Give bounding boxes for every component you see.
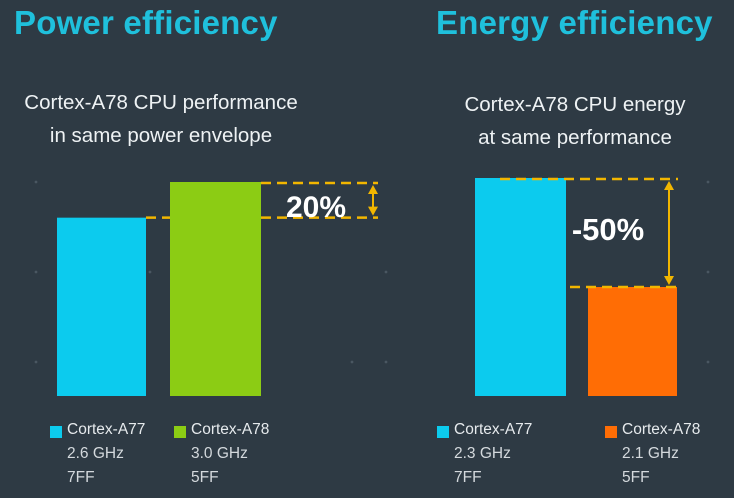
legend-frequency: 2.3 GHz (454, 445, 511, 462)
energy-efficiency-panel: Energy efficiency Cortex-A78 CPU energy … (380, 0, 734, 498)
energy-efficiency-chart: -50% (384, 177, 710, 396)
energy-subtitle-line-2: at same performance (478, 126, 672, 149)
legend-swatch (605, 426, 617, 438)
power-efficiency-subtitle: Cortex-A78 CPU performance in same power… (0, 86, 322, 152)
background-dots (384, 180, 710, 364)
legend-name: Cortex-A78 (622, 421, 701, 438)
delta-arrow-head-down (368, 206, 378, 216)
background-dots (34, 180, 354, 364)
legend-cortex-a78: Cortex-A78 3.0 GHz 5FF (174, 418, 269, 490)
legend-name: Cortex-A77 (454, 421, 533, 438)
delta-arrow-head-up (368, 185, 378, 194)
legend-cortex-a77: Cortex-A77 2.3 GHz 7FF (437, 418, 532, 490)
power-efficiency-title: Power efficiency (14, 4, 278, 41)
delta-label: 20% (286, 191, 346, 224)
delta-arrow-head-down (664, 276, 674, 285)
bar-cortex-a77 (475, 178, 566, 396)
legend-name: Cortex-A78 (191, 421, 270, 438)
legend-swatch (437, 426, 449, 438)
bar-cortex-a78 (170, 182, 261, 396)
bar-cortex-a77 (57, 217, 146, 396)
delta-label: -50% (572, 212, 644, 247)
legend-cortex-a77: Cortex-A77 2.6 GHz 7FF (50, 418, 145, 490)
legend-process: 5FF (622, 469, 650, 486)
legend-name: Cortex-A77 (67, 421, 146, 438)
legend-frequency: 2.1 GHz (622, 445, 679, 462)
power-efficiency-chart: 20% (34, 180, 378, 396)
energy-efficiency-subtitle: Cortex-A78 CPU energy at same performanc… (440, 88, 710, 154)
legend-process: 7FF (454, 469, 482, 486)
power-efficiency-panel: Power efficiency Cortex-A78 CPU performa… (0, 4, 378, 490)
power-subtitle-line-2: in same power envelope (49, 124, 273, 147)
energy-subtitle-line-1: Cortex-A78 CPU energy (464, 93, 686, 116)
bar-cortex-a78 (588, 287, 677, 396)
legend-process: 7FF (67, 469, 95, 486)
legend-process: 5FF (191, 469, 219, 486)
legend-frequency: 3.0 GHz (191, 445, 248, 462)
legend-cortex-a78: Cortex-A78 2.1 GHz 5FF (605, 418, 700, 490)
delta-arrow-head-up (664, 181, 674, 190)
energy-efficiency-title: Energy efficiency (436, 4, 713, 41)
legend-swatch (174, 426, 186, 438)
legend-swatch (50, 426, 62, 438)
legend-frequency: 2.6 GHz (67, 445, 124, 462)
power-subtitle-line-1: Cortex-A78 CPU performance (24, 91, 298, 114)
